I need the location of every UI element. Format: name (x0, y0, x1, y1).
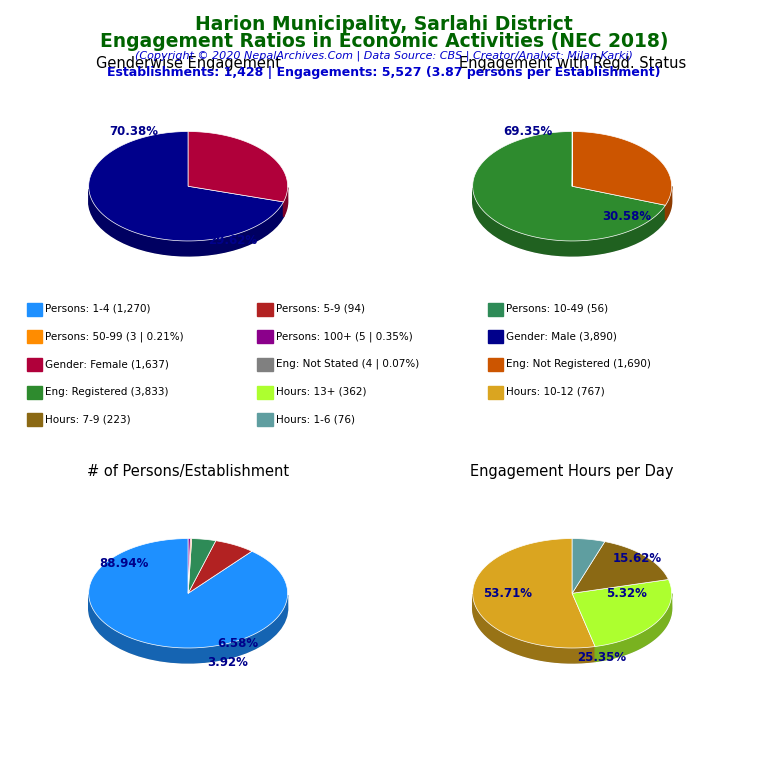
Text: 15.62%: 15.62% (612, 552, 661, 565)
Polygon shape (89, 189, 283, 256)
Text: 3.92%: 3.92% (207, 657, 248, 670)
Polygon shape (472, 131, 665, 241)
Text: Hours: 7-9 (223): Hours: 7-9 (223) (45, 414, 131, 425)
Polygon shape (595, 594, 672, 661)
Polygon shape (88, 538, 287, 648)
Text: 30.58%: 30.58% (602, 210, 651, 223)
Title: Engagement with Regd. Status: Engagement with Regd. Status (458, 57, 686, 71)
Polygon shape (88, 131, 283, 241)
Polygon shape (472, 554, 672, 663)
Polygon shape (88, 594, 287, 663)
Title: # of Persons/Establishment: # of Persons/Establishment (87, 464, 290, 478)
Text: 53.71%: 53.71% (483, 587, 532, 600)
Polygon shape (188, 538, 216, 594)
Polygon shape (472, 147, 672, 256)
Text: Eng: Registered (3,833): Eng: Registered (3,833) (45, 386, 169, 397)
Polygon shape (572, 541, 668, 594)
Text: Hours: 1-6 (76): Hours: 1-6 (76) (276, 414, 355, 425)
Text: 29.62%: 29.62% (208, 234, 257, 247)
Text: Eng: Not Registered (1,690): Eng: Not Registered (1,690) (506, 359, 651, 369)
Text: Persons: 10-49 (56): Persons: 10-49 (56) (506, 303, 608, 314)
Title: Engagement Hours per Day: Engagement Hours per Day (471, 464, 674, 478)
Text: Persons: 1-4 (1,270): Persons: 1-4 (1,270) (45, 303, 151, 314)
Polygon shape (572, 538, 605, 594)
Text: 6.58%: 6.58% (217, 637, 259, 650)
Polygon shape (572, 131, 672, 205)
Text: (Copyright © 2020 NepalArchives.Com | Data Source: CBS | Creator/Analyst: Milan : (Copyright © 2020 NepalArchives.Com | Da… (135, 51, 633, 61)
Polygon shape (572, 580, 672, 647)
Text: Persons: 50-99 (3 | 0.21%): Persons: 50-99 (3 | 0.21%) (45, 331, 184, 342)
Polygon shape (88, 147, 288, 256)
Polygon shape (472, 594, 595, 663)
Text: 70.38%: 70.38% (109, 125, 158, 138)
Polygon shape (665, 187, 672, 220)
Polygon shape (188, 541, 252, 594)
Text: Hours: 10-12 (767): Hours: 10-12 (767) (506, 386, 605, 397)
Text: Eng: Not Stated (4 | 0.07%): Eng: Not Stated (4 | 0.07%) (276, 359, 419, 369)
Text: Harion Municipality, Sarlahi District: Harion Municipality, Sarlahi District (195, 15, 573, 35)
Text: 5.32%: 5.32% (607, 587, 647, 600)
Text: Gender: Female (1,637): Gender: Female (1,637) (45, 359, 169, 369)
Polygon shape (188, 538, 192, 594)
Polygon shape (88, 554, 288, 663)
Text: Hours: 13+ (362): Hours: 13+ (362) (276, 386, 366, 397)
Text: 69.35%: 69.35% (503, 125, 552, 138)
Polygon shape (473, 188, 665, 256)
Polygon shape (188, 538, 190, 594)
Polygon shape (472, 538, 595, 648)
Polygon shape (188, 131, 288, 202)
Text: 88.94%: 88.94% (99, 557, 148, 570)
Title: Genderwise Engagement: Genderwise Engagement (96, 57, 280, 71)
Text: Persons: 5-9 (94): Persons: 5-9 (94) (276, 303, 365, 314)
Text: Engagement Ratios in Economic Activities (NEC 2018): Engagement Ratios in Economic Activities… (100, 32, 668, 51)
Text: 25.35%: 25.35% (578, 651, 627, 664)
Text: Gender: Male (3,890): Gender: Male (3,890) (506, 331, 617, 342)
Polygon shape (283, 187, 288, 217)
Text: Establishments: 1,428 | Engagements: 5,527 (3.87 persons per Establishment): Establishments: 1,428 | Engagements: 5,5… (108, 66, 660, 79)
Text: Persons: 100+ (5 | 0.35%): Persons: 100+ (5 | 0.35%) (276, 331, 412, 342)
